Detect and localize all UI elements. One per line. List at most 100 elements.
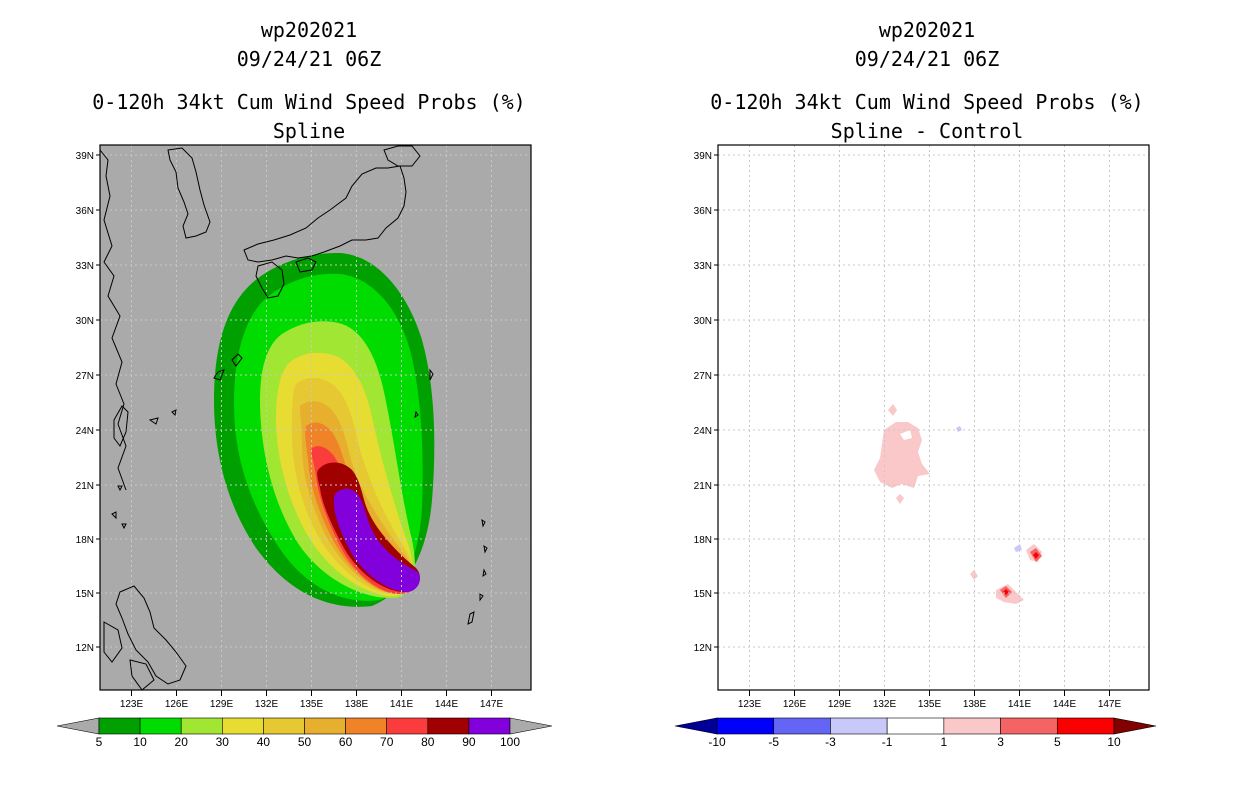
right-colorbar-bin (886, 717, 945, 735)
left-colorbar-label: 30 (216, 735, 230, 749)
left-colorbar-label: 70 (380, 735, 394, 749)
right-lon-label: 141E (1008, 699, 1032, 710)
left-colorbar-bin (386, 717, 429, 735)
right-lat-label: 15N (694, 589, 712, 600)
left-colorbar-label: 50 (298, 735, 312, 749)
left-lat-label: 12N (76, 643, 94, 654)
right-datetime: 09/24/21 06Z (854, 47, 1000, 71)
diff-positive-area-3 (896, 494, 904, 504)
left-colorbar-bin (222, 717, 264, 735)
left-map-panel: 123E 126E 129E 132E 135E 138E 141E 144E 147E 39N 3… (76, 144, 532, 710)
diff-negative-area-2 (956, 426, 962, 432)
right-lat-label: 36N (694, 206, 712, 217)
right-colorbar-label: 5 (1054, 735, 1061, 749)
right-colorbar: -10 -5 -3 -1 1 3 5 10 (674, 717, 1157, 749)
right-lon-label: 135E (918, 699, 942, 710)
left-lon-label: 147E (480, 699, 504, 710)
right-colorbar-label: -1 (882, 735, 893, 749)
left-lat-label: 27N (76, 371, 94, 382)
left-grid (96, 145, 531, 696)
right-lon-label: 147E (1098, 699, 1122, 710)
right-storm-id: wp202021 (878, 18, 976, 42)
right-colorbar-label: -5 (768, 735, 779, 749)
left-colorbar-bin (427, 717, 470, 735)
left-colorbar-label: 10 (133, 735, 147, 749)
left-lat-label: 21N (76, 481, 94, 492)
diff-positive-5-area-2 (1033, 552, 1039, 559)
right-map-frame (717, 144, 1150, 691)
right-colorbar-label: 1 (941, 735, 948, 749)
right-map-panel: 123E 126E 129E 132E 135E 138E 141E 144E 147E 39N 3… (694, 144, 1150, 710)
right-colorbar-label: 10 (1107, 735, 1121, 749)
left-colorbar-below-arrow (56, 717, 100, 735)
diff-hole-area (900, 430, 912, 440)
right-lat-label: 18N (694, 535, 712, 546)
left-colorbar-bin (98, 717, 141, 735)
right-lat-label: 27N (694, 371, 712, 382)
left-colorbar-bin (345, 717, 388, 735)
right-grid (714, 145, 1149, 696)
right-difference-contours (874, 404, 1042, 604)
right-colorbar-label: 3 (997, 735, 1004, 749)
left-lon-label: 126E (165, 699, 189, 710)
right-lat-label: 39N (694, 151, 712, 162)
right-colorbar-below-arrow (674, 717, 718, 735)
right-colorbar-above-arrow (1113, 717, 1157, 735)
diff-positive-area-2 (888, 404, 897, 416)
right-lat-label: 12N (694, 643, 712, 654)
left-colorbar-label: 40 (257, 735, 271, 749)
right-subtitle: Spline - Control (830, 119, 1024, 143)
left-lat-label: 24N (76, 426, 94, 437)
left-lon-label: 135E (300, 699, 324, 710)
left-colorbar-label: 60 (339, 735, 353, 749)
left-colorbar-bin (468, 717, 511, 735)
left-lat-label: 36N (76, 206, 94, 217)
left-lon-label: 123E (120, 699, 144, 710)
left-colorbar-label: 90 (462, 735, 476, 749)
left-lat-label: 15N (76, 589, 94, 600)
right-lon-label: 144E (1053, 699, 1077, 710)
right-lat-label: 30N (694, 316, 712, 327)
left-lon-label: 132E (255, 699, 279, 710)
right-lon-label: 126E (783, 699, 807, 710)
left-storm-id: wp202021 (260, 18, 358, 42)
right-lat-label: 24N (694, 426, 712, 437)
left-colorbar-above-arrow (509, 717, 553, 735)
left-colorbar-label: 100 (500, 735, 520, 749)
right-lon-label: 129E (828, 699, 852, 710)
right-lat-label: 21N (694, 481, 712, 492)
left-colorbar-label: 20 (175, 735, 189, 749)
left-map-frame (99, 144, 532, 691)
left-colorbar-label: 80 (421, 735, 435, 749)
left-lat-label: 39N (76, 151, 94, 162)
right-colorbar-bin (773, 717, 831, 735)
left-colorbar-bin (180, 717, 223, 735)
left-colorbar-bin (139, 717, 182, 735)
left-lon-label: 129E (210, 699, 234, 710)
left-axis-labels: 123E 126E 129E 132E 135E 138E 141E 144E 147E 39N 3… (76, 151, 504, 710)
right-colorbar-bin (1000, 717, 1058, 735)
right-colorbar-bin (1056, 717, 1115, 735)
left-product-title: 0-120h 34kt Cum Wind Speed Probs (%) (92, 90, 526, 114)
contour-90 (334, 488, 420, 592)
right-colorbar-bin (943, 717, 1001, 735)
diff-positive-area-1 (874, 422, 930, 488)
left-colorbar-bin (263, 717, 305, 735)
right-lon-label: 132E (873, 699, 897, 710)
left-colorbar: 5 10 20 30 40 50 60 70 80 90 100 (56, 717, 553, 749)
right-lat-label: 33N (694, 261, 712, 272)
left-lon-label: 141E (390, 699, 414, 710)
left-lat-label: 33N (76, 261, 94, 272)
right-product-title: 0-120h 34kt Cum Wind Speed Probs (%) (710, 90, 1144, 114)
right-colorbar-label: -10 (708, 735, 726, 749)
left-colorbar-bin (304, 717, 346, 735)
left-lat-label: 30N (76, 316, 94, 327)
right-lon-label: 123E (738, 699, 762, 710)
right-colorbar-bin (716, 717, 775, 735)
right-axis-labels: 123E 126E 129E 132E 135E 138E 141E 144E 147E 39N 3… (694, 151, 1122, 710)
left-lon-label: 138E (345, 699, 369, 710)
left-lon-label: 144E (435, 699, 459, 710)
right-map-background (718, 145, 1149, 690)
left-subtitle: Spline (272, 119, 346, 143)
